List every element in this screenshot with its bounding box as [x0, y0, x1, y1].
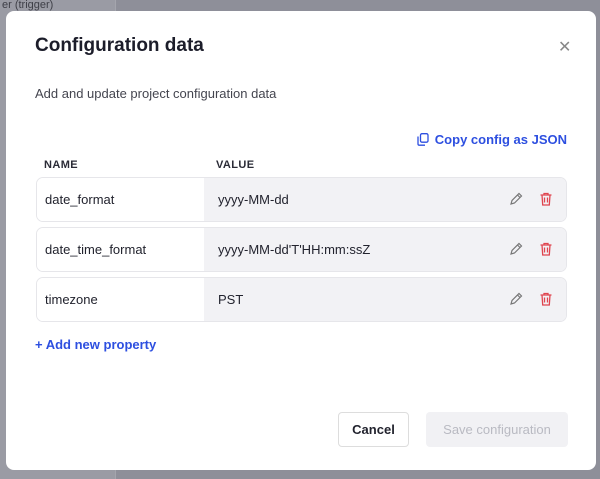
add-property-button[interactable]: + Add new property — [35, 337, 157, 352]
copy-icon — [417, 133, 429, 146]
column-header-value: VALUE — [216, 159, 255, 171]
property-name: date_format — [37, 178, 204, 221]
close-icon[interactable]: ✕ — [558, 39, 572, 56]
trash-icon[interactable] — [538, 291, 554, 307]
dialog-title: Configuration data — [35, 35, 204, 56]
dialog-subtitle: Add and update project configuration dat… — [35, 86, 277, 101]
copy-label: Copy config as JSON — [434, 132, 567, 147]
pencil-icon[interactable] — [508, 291, 524, 307]
config-row: timezone PST — [36, 277, 567, 322]
property-name: timezone — [37, 278, 204, 321]
config-row: date_format yyyy-MM-dd — [36, 177, 567, 222]
copy-config-button[interactable]: Copy config as JSON — [417, 132, 567, 147]
property-value: yyyy-MM-dd'T'HH:mm:ssZ — [218, 242, 371, 257]
property-name: date_time_format — [37, 228, 204, 271]
config-row: date_time_format yyyy-MM-dd'T'HH:mm:ssZ — [36, 227, 567, 272]
configuration-dialog: Configuration data ✕ Add and update proj… — [6, 11, 596, 470]
trash-icon[interactable] — [538, 191, 554, 207]
column-header-name: NAME — [44, 159, 78, 171]
property-value: PST — [218, 292, 244, 307]
background-text: er (trigger) — [2, 0, 54, 11]
save-configuration-button[interactable]: Save configuration — [426, 412, 568, 447]
trash-icon[interactable] — [538, 241, 554, 257]
cancel-button[interactable]: Cancel — [338, 412, 409, 447]
pencil-icon[interactable] — [508, 191, 524, 207]
property-value: yyyy-MM-dd — [218, 192, 289, 207]
pencil-icon[interactable] — [508, 241, 524, 257]
